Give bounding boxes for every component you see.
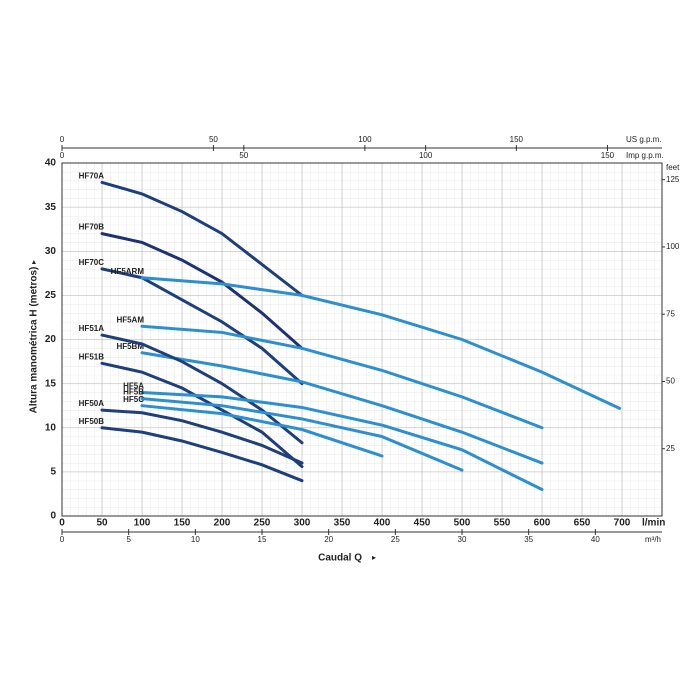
feet-tick-label: 75 [666, 309, 675, 318]
secondary-tick-label: 30 [458, 535, 467, 544]
secondary-tick-label: 20 [324, 535, 333, 544]
curve-label: HF70C [79, 258, 105, 267]
x-tick-label: 50 [96, 518, 108, 529]
arrow: ▸ [29, 260, 38, 264]
y-tick-label: 30 [45, 246, 57, 257]
secondary-tick-label: 0 [60, 151, 65, 160]
x-tick-label: 200 [214, 518, 231, 529]
curve-label: HF70A [79, 172, 105, 181]
secondary-tick-label: 150 [510, 135, 524, 144]
secondary-tick-label: 100 [419, 151, 433, 160]
secondary-tick-label: 50 [209, 135, 218, 144]
y-tick-label: 40 [45, 158, 57, 169]
x-axis-label: Caudal Q [318, 553, 362, 564]
secondary-tick-label: 35 [524, 535, 533, 544]
y-tick-label: 10 [45, 422, 57, 433]
curve [100, 426, 304, 483]
secondary-tick-label: 50 [239, 151, 248, 160]
curve [140, 397, 464, 472]
secondary-tick-label: 40 [591, 535, 600, 544]
secondary-tick-label: 150 [601, 151, 615, 160]
curve-label: HF70B [79, 223, 105, 232]
m3h-unit: m³/h [645, 535, 661, 544]
imp-unit: Imp g.p.m. [626, 151, 664, 160]
curve-label: HF5BM [116, 342, 144, 351]
secondary-tick-label: 0 [60, 135, 65, 144]
feet-unit: feet [666, 163, 680, 172]
x-tick-label: 550 [494, 518, 511, 529]
arrow: ▸ [372, 553, 376, 562]
feet-tick-label: 25 [666, 444, 675, 453]
y-tick-label: 0 [50, 511, 56, 522]
x-tick-label: 650 [574, 518, 591, 529]
y-tick-label: 35 [45, 202, 57, 213]
curve-label: HF5C [123, 395, 144, 404]
y-tick-label: 20 [45, 334, 57, 345]
x-tick-label: 250 [254, 518, 271, 529]
us-unit: US g.p.m. [626, 135, 662, 144]
curve [100, 408, 304, 465]
curve-label: HF51A [79, 324, 105, 333]
x-tick-label: 300 [294, 518, 311, 529]
y-axis-label: Altura manométrica H (metros) [29, 267, 40, 414]
curve-label: HF51B [79, 352, 105, 361]
y-tick-label: 15 [45, 378, 57, 389]
x-tick-label: 100 [134, 518, 151, 529]
curve [140, 390, 544, 492]
curve [140, 324, 544, 430]
curve-label: HF5AM [116, 315, 144, 324]
plot-frame [61, 162, 663, 517]
feet-tick-label: 125 [666, 175, 680, 184]
curve [100, 361, 304, 469]
feet-tick-label: 100 [666, 242, 680, 251]
x-tick-label: 500 [454, 518, 471, 529]
curve [140, 276, 622, 410]
curve [140, 404, 384, 458]
y-tick-label: 5 [50, 467, 56, 478]
curve [100, 180, 304, 297]
secondary-tick-label: 100 [358, 135, 372, 144]
secondary-tick-label: 15 [258, 535, 267, 544]
x-tick-label: 400 [374, 518, 391, 529]
secondary-tick-label: 25 [391, 535, 400, 544]
y-tick-label: 25 [45, 290, 57, 301]
x-tick-label: 600 [534, 518, 551, 529]
curve [100, 267, 304, 386]
secondary-tick-label: 0 [60, 535, 65, 544]
x-tick-label: 0 [59, 518, 65, 529]
secondary-tick-label: 10 [191, 535, 200, 544]
x-tick-label: 450 [414, 518, 431, 529]
x-tick-label: 150 [174, 518, 191, 529]
curve-label: HF5B [123, 388, 144, 397]
x-unit: l/min [642, 518, 665, 529]
x-tick-label: 700 [614, 518, 631, 529]
secondary-tick-label: 5 [126, 535, 131, 544]
curve-label: HF5ARM [111, 267, 145, 276]
curve [100, 232, 304, 350]
x-tick-label: 350 [334, 518, 351, 529]
curve-label: HF50A [79, 399, 105, 408]
curve-label: HF50B [79, 417, 105, 426]
curve [140, 351, 544, 465]
curve [100, 333, 304, 445]
feet-tick-label: 50 [666, 377, 675, 386]
curve-label: HF5A [123, 382, 144, 391]
